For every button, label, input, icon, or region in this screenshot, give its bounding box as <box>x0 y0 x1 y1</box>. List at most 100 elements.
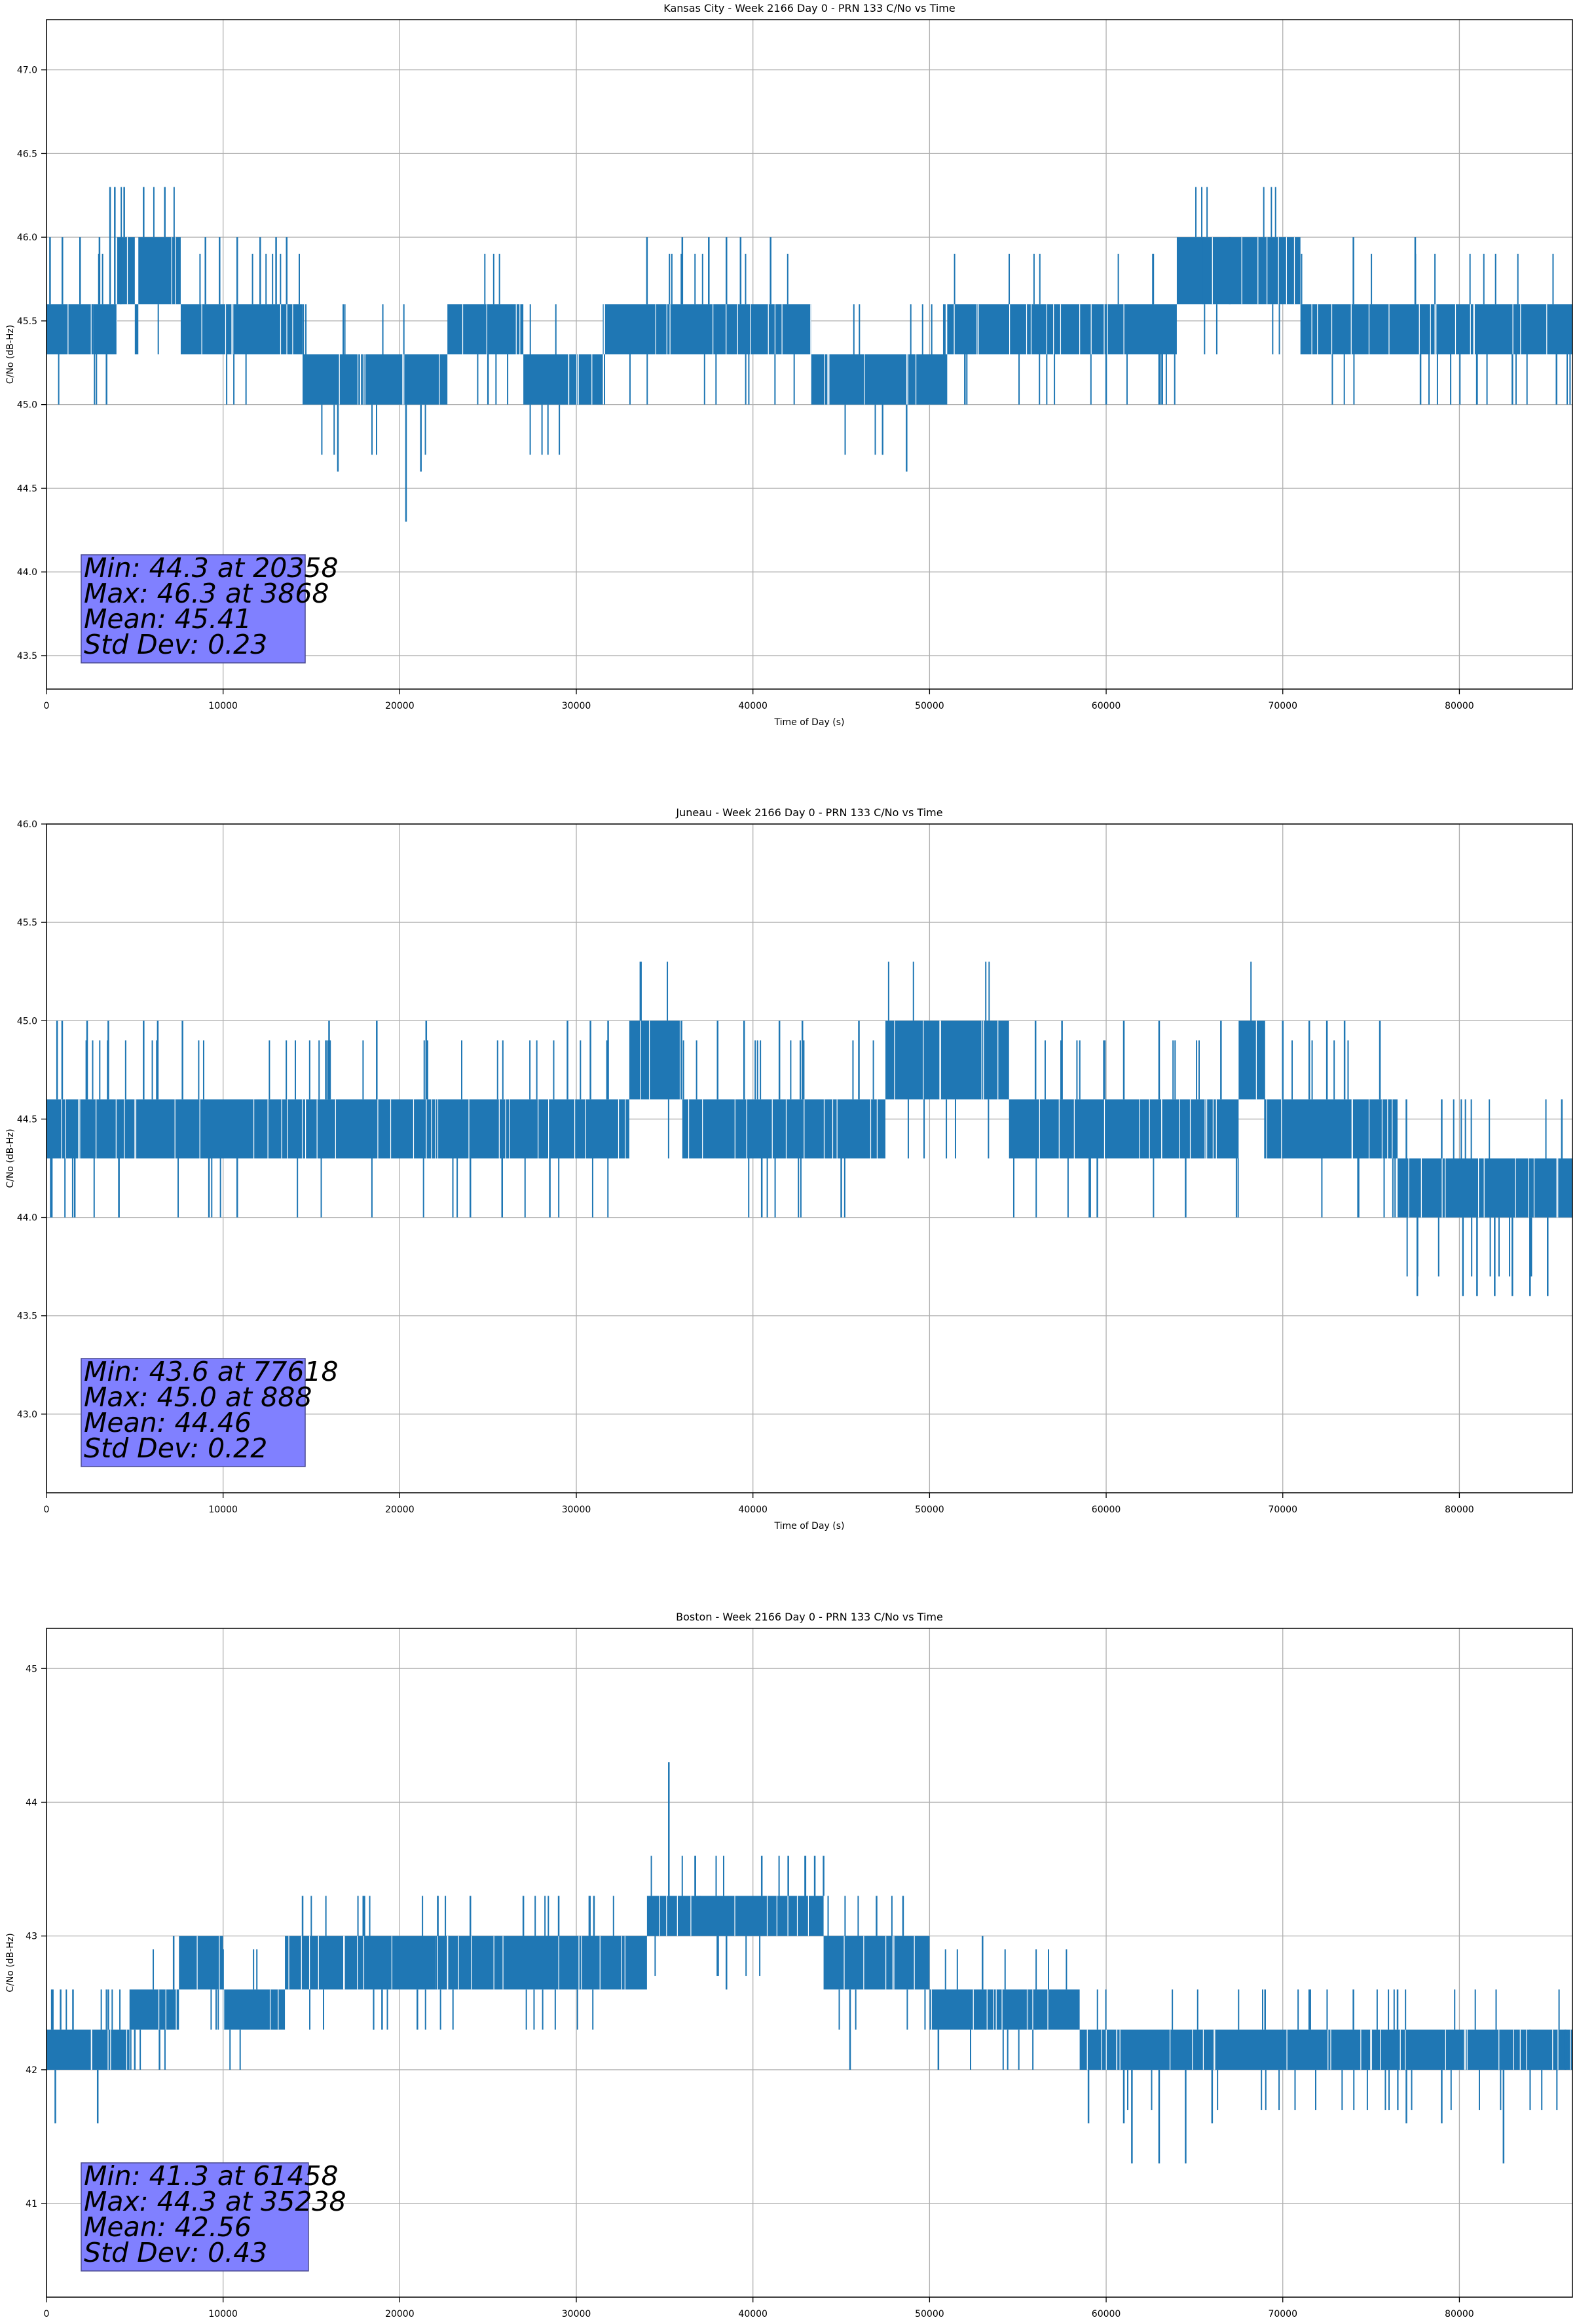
x-tick-label: 0 <box>44 701 50 711</box>
chart-title: Boston - Week 2166 Day 0 - PRN 133 C/No … <box>676 1611 943 1623</box>
y-tick-label: 45 <box>26 1664 37 1674</box>
stats-line: Mean: 42.56 <box>84 2211 251 2243</box>
y-tick-label: 42 <box>26 2065 37 2076</box>
axes-frame <box>46 823 1573 1493</box>
stats-box-background <box>81 2162 309 2272</box>
stats-line: Max: 46.3 at 3868 <box>84 578 329 609</box>
x-tick-label: 50000 <box>915 1505 944 1515</box>
x-tick-label: 10000 <box>208 701 238 711</box>
x-tick-label: 60000 <box>1092 2309 1121 2319</box>
series-band <box>1009 1099 1239 1159</box>
series-band <box>46 2029 130 2070</box>
series-line <box>46 962 1572 1296</box>
axes-frame <box>46 1628 1573 2298</box>
y-tick-label: 44.0 <box>17 567 37 578</box>
stats-box-background <box>81 554 306 664</box>
x-tick-label: 40000 <box>738 2309 768 2319</box>
series-band <box>129 1989 179 2030</box>
x-tick-label: 80000 <box>1445 2309 1474 2319</box>
y-tick-label: 44.5 <box>17 1114 37 1125</box>
x-tick-label: 30000 <box>562 701 591 711</box>
stats-line: Min: 44.3 at 20358 <box>84 552 339 584</box>
y-tick-label: 46.5 <box>17 149 37 159</box>
series-band <box>46 304 117 354</box>
x-tick-label: 10000 <box>208 2309 238 2319</box>
chart-title: Juneau - Week 2166 Day 0 - PRN 133 C/No … <box>675 806 942 819</box>
series-line <box>46 187 1572 522</box>
chart-panel-1: 0 10000 20000 30000 40000 50000 60000 70000 8000… <box>5 806 1573 1531</box>
y-axis-label: C/No (dB-Hz) <box>5 1129 16 1188</box>
series-band <box>1238 1021 1265 1100</box>
y-tick-label: 44 <box>26 1797 37 1808</box>
x-tick-label: 80000 <box>1445 701 1474 711</box>
series-band <box>629 1021 682 1100</box>
series-band <box>285 1936 436 1990</box>
x-tick-label: 50000 <box>915 701 944 711</box>
y-tick-label: 46.0 <box>17 233 37 243</box>
y-tick-label: 43 <box>26 1932 37 1942</box>
x-axis-label: Time of Day (s) <box>774 717 845 728</box>
x-tick-label: 10000 <box>208 1505 238 1515</box>
series-band <box>180 304 303 354</box>
y-tick-label: 45.0 <box>17 1016 37 1026</box>
x-tick-label: 0 <box>44 2309 50 2319</box>
series-band <box>1079 2029 1572 2070</box>
series-band <box>303 354 448 405</box>
x-tick-label: 20000 <box>385 2309 415 2319</box>
y-axis-label: C/No (dB-Hz) <box>5 1933 16 1992</box>
x-axis-label: Time of Day (s) <box>774 1521 845 1531</box>
series-band <box>682 1099 885 1159</box>
y-tick-label: 45.5 <box>17 316 37 327</box>
series-band <box>603 304 811 354</box>
stats-line: Mean: 44.46 <box>84 1407 251 1438</box>
x-tick-label: 20000 <box>385 1505 415 1515</box>
stats-line: Std Dev: 0.43 <box>84 2237 267 2268</box>
y-tick-label: 45.5 <box>17 918 37 928</box>
chart-title: Kansas City - Week 2166 Day 0 - PRN 133 … <box>663 2 955 14</box>
series-band <box>46 1099 629 1159</box>
y-tick-label: 43.5 <box>17 1311 37 1322</box>
series-band <box>929 1989 1027 2030</box>
y-tick-label: 43.0 <box>17 1410 37 1420</box>
chart-panel-0: 0 10000 20000 30000 40000 50000 60000 70000 8000… <box>5 2 1573 728</box>
stats-line: Min: 41.3 at 61458 <box>84 2160 339 2192</box>
stats-line: Max: 44.3 at 35238 <box>84 2186 346 2217</box>
series-band <box>179 1936 223 1990</box>
series-line <box>46 1762 1572 2164</box>
y-tick-label: 44.0 <box>17 1213 37 1224</box>
series-band <box>435 1936 647 1990</box>
y-tick-label: 44.5 <box>17 483 37 494</box>
stats-line: Std Dev: 0.23 <box>84 629 267 660</box>
stats-box-background <box>81 1358 306 1467</box>
x-tick-label: 60000 <box>1092 1505 1121 1515</box>
x-tick-label: 80000 <box>1445 1505 1474 1515</box>
x-tick-label: 30000 <box>562 1505 591 1515</box>
y-tick-label: 43.5 <box>17 651 37 662</box>
stats-line: Min: 43.6 at 77618 <box>84 1356 339 1387</box>
axes-frame <box>46 19 1573 690</box>
x-tick-label: 70000 <box>1268 2309 1297 2319</box>
series-band <box>885 1021 1009 1100</box>
x-tick-label: 70000 <box>1268 701 1297 711</box>
series-band <box>646 1896 824 1936</box>
x-tick-label: 20000 <box>385 701 415 711</box>
series-band <box>947 304 1177 354</box>
x-tick-label: 40000 <box>738 1505 768 1515</box>
series-band <box>1176 237 1301 305</box>
y-tick-label: 46.0 <box>17 819 37 830</box>
series-band <box>1265 1099 1398 1159</box>
x-tick-label: 40000 <box>738 701 768 711</box>
series-band <box>447 304 524 354</box>
y-tick-label: 41 <box>26 2199 37 2209</box>
series-band <box>223 1989 286 2030</box>
x-tick-label: 30000 <box>562 2309 591 2319</box>
series-band <box>523 354 603 405</box>
y-axis-label: C/No (dB-Hz) <box>5 325 16 384</box>
y-tick-label: 45.0 <box>17 400 37 411</box>
series-band <box>811 354 948 405</box>
x-tick-label: 60000 <box>1092 701 1121 711</box>
